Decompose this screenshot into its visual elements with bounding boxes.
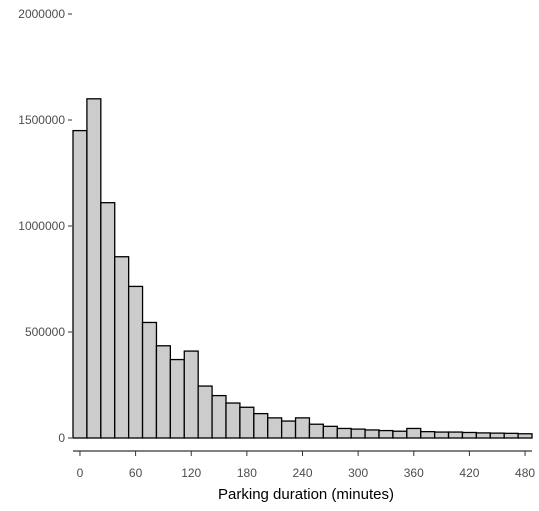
x-tick-label: 300	[348, 466, 368, 480]
y-axis: 0 500000 1000000 1500000 2000000	[18, 7, 72, 445]
x-tick-label: 240	[292, 466, 312, 480]
histogram-bar	[72, 129, 88, 439]
histogram-bar	[183, 350, 199, 439]
histogram-bar	[364, 429, 380, 439]
histogram-bar	[100, 202, 116, 439]
x-tick-label: 60	[129, 466, 143, 480]
histogram-bar	[503, 432, 519, 439]
histogram-bar	[392, 430, 408, 439]
y-tick-label: 0	[58, 431, 65, 445]
histogram-bar	[197, 385, 213, 439]
histogram-bar	[211, 394, 227, 439]
histogram-bar	[378, 429, 394, 439]
x-tick-label: 480	[515, 466, 535, 480]
y-tick-label: 2000000	[18, 7, 65, 21]
histogram-bar	[114, 256, 130, 439]
histogram-bar	[253, 412, 269, 439]
x-axis-title: Parking duration (minutes)	[218, 486, 394, 503]
histogram-bar	[336, 427, 352, 439]
histogram-bar	[447, 431, 464, 439]
histogram-bar	[433, 431, 450, 439]
histogram-bar	[461, 431, 478, 439]
bars	[72, 98, 533, 439]
histogram-bar	[294, 417, 311, 439]
histogram-bar	[239, 406, 255, 439]
histogram-bar	[475, 432, 491, 439]
histogram-bar	[350, 428, 366, 439]
histogram-bar	[420, 430, 436, 439]
histogram-bar	[322, 425, 338, 439]
histogram-bar	[86, 98, 102, 439]
x-tick-label: 420	[459, 466, 479, 480]
histogram-bar	[127, 285, 144, 439]
x-tick-label: 180	[237, 466, 257, 480]
histogram-bar	[517, 433, 533, 439]
histogram-bar	[406, 427, 422, 439]
y-tick-label: 500000	[25, 325, 65, 339]
x-tick-label: 360	[404, 466, 424, 480]
histogram-bar	[280, 420, 297, 439]
x-tick-label: 0	[77, 466, 84, 480]
y-tick-label: 1500000	[18, 113, 65, 127]
histogram-bar	[308, 423, 325, 439]
histogram-bar	[267, 417, 283, 439]
histogram-bar	[489, 432, 505, 439]
histogram-bar	[225, 402, 241, 439]
histogram-bar	[141, 321, 158, 439]
x-axis: 0 60 120 180 240 300 360 420 480	[73, 450, 535, 480]
histogram-bar	[155, 345, 172, 439]
x-tick-label: 120	[181, 466, 201, 480]
y-tick-label: 1000000	[18, 219, 65, 233]
histogram-bar	[169, 358, 185, 439]
